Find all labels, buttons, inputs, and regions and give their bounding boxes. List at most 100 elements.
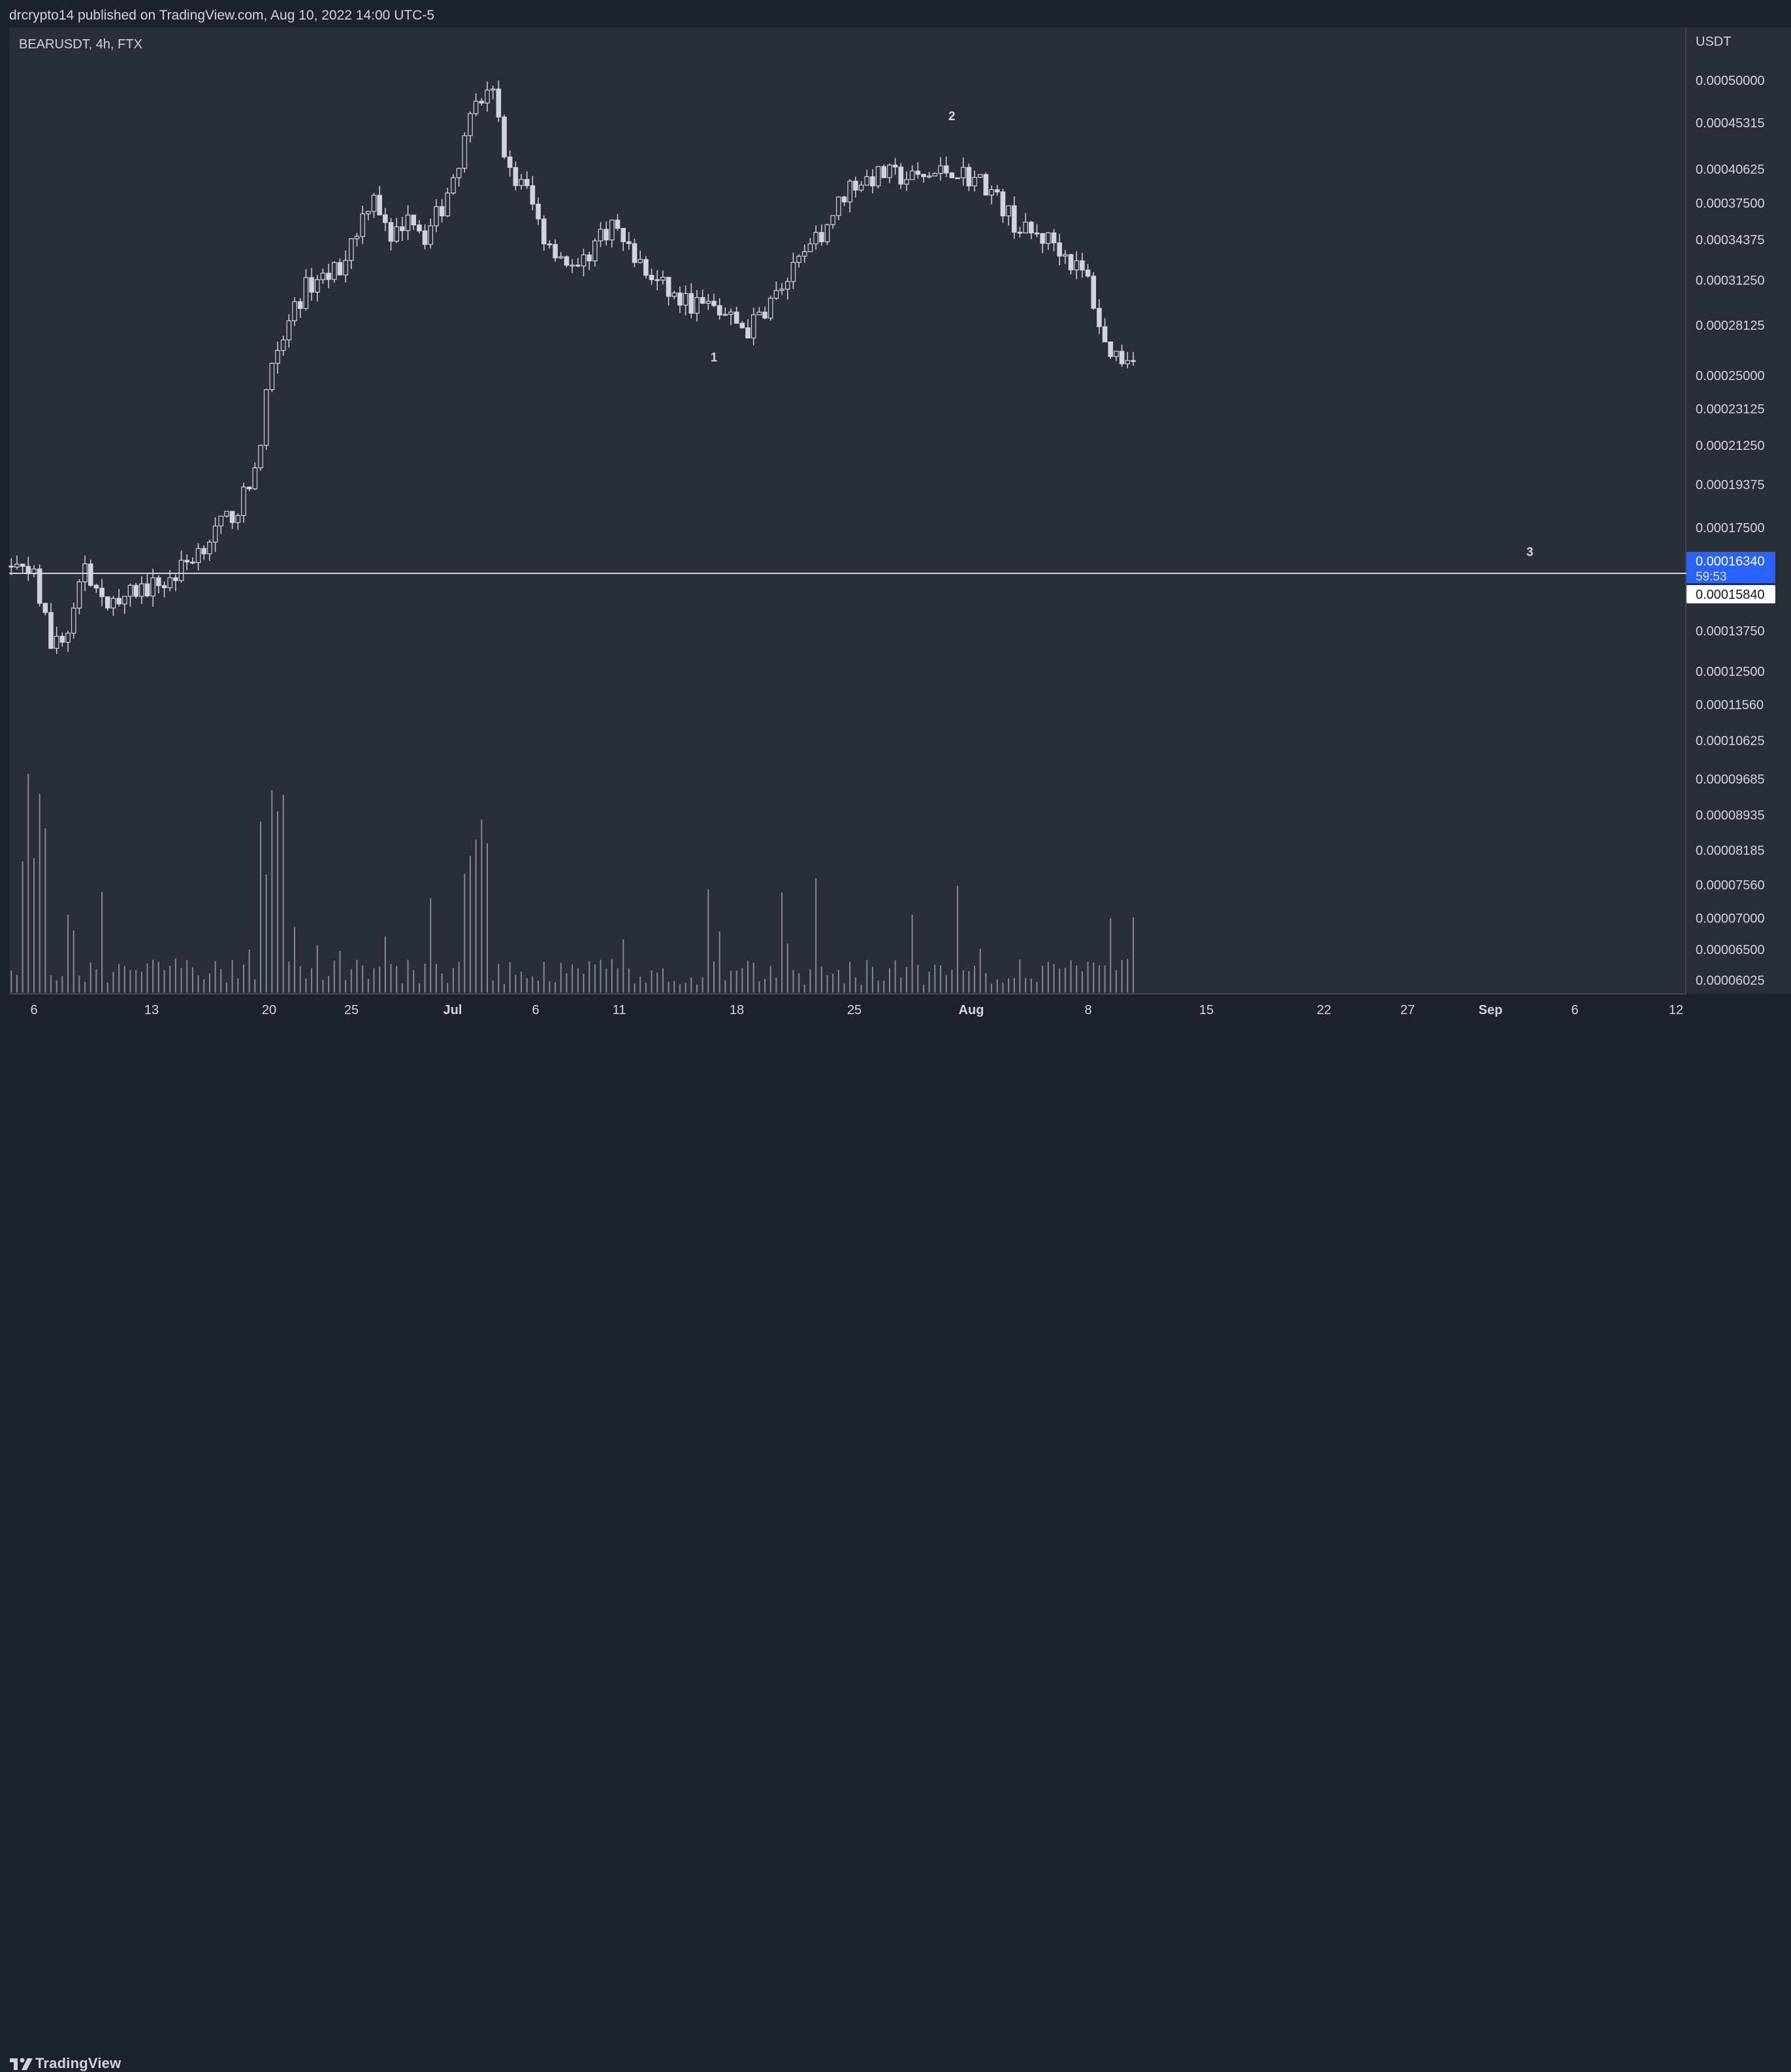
time-tick-label: 25 bbox=[847, 1003, 862, 1017]
candle-body bbox=[938, 165, 943, 174]
candle-body bbox=[587, 254, 592, 262]
candle-body bbox=[161, 585, 167, 588]
time-tick-label: Jul bbox=[444, 1003, 462, 1017]
candle-body bbox=[553, 244, 558, 259]
candle-body bbox=[348, 238, 354, 261]
candle-body bbox=[921, 174, 926, 178]
candle-body bbox=[224, 511, 229, 517]
price-tick-label: 0.00037500 bbox=[1696, 197, 1765, 211]
candle-body bbox=[479, 101, 485, 104]
price-tick-label: 0.00008185 bbox=[1696, 844, 1765, 858]
footer: TradingView bbox=[0, 1023, 1791, 2071]
candle-body bbox=[1017, 231, 1023, 234]
candle-body bbox=[813, 232, 818, 245]
candle-body bbox=[195, 548, 201, 564]
time-tick-label: Aug bbox=[959, 1003, 984, 1017]
candle-body bbox=[235, 515, 241, 523]
candle-body bbox=[59, 635, 65, 643]
candle-body bbox=[405, 214, 411, 231]
candle-body bbox=[870, 176, 875, 187]
wave-label-2: 2 bbox=[948, 110, 956, 123]
candle-body bbox=[677, 292, 683, 306]
time-tick-label: 6 bbox=[1571, 1003, 1578, 1017]
candle-body bbox=[241, 486, 246, 517]
candle-body bbox=[779, 289, 784, 291]
candle-body bbox=[309, 277, 314, 293]
candle-body bbox=[983, 174, 989, 196]
price-chart[interactable]: BEARUSDT, 4h, FTX USDT 12345 0.000500000… bbox=[0, 0, 1791, 1023]
candle-body bbox=[54, 635, 59, 649]
candle-body bbox=[65, 633, 71, 643]
candle-body bbox=[1023, 221, 1028, 234]
candle-body bbox=[207, 541, 212, 554]
candle-body bbox=[1057, 242, 1062, 257]
candle-body bbox=[400, 226, 405, 231]
candle-body bbox=[127, 584, 133, 597]
price-tick-label: 0.00007560 bbox=[1696, 878, 1765, 893]
candle-body bbox=[915, 170, 921, 175]
candle-body bbox=[71, 607, 76, 634]
price-tick-label: 0.00011560 bbox=[1696, 698, 1764, 712]
candle-body bbox=[688, 293, 694, 314]
candle-body bbox=[626, 241, 632, 244]
publish-header: drcrypto14 published on TradingView.com,… bbox=[0, 0, 1791, 27]
candle-body bbox=[275, 350, 280, 364]
last-price-value: 0.00016340 bbox=[1696, 554, 1765, 569]
candle-body bbox=[133, 584, 138, 597]
candle-body bbox=[184, 560, 190, 563]
time-tick-label: 27 bbox=[1400, 1003, 1415, 1017]
candle-body bbox=[93, 584, 99, 589]
price-tick-label: 0.00019375 bbox=[1696, 478, 1765, 492]
candle-body bbox=[824, 224, 830, 242]
candle-body bbox=[37, 568, 42, 604]
candle-body bbox=[853, 180, 858, 191]
candle-body bbox=[1108, 341, 1114, 357]
candle-body bbox=[581, 254, 587, 266]
candle-body bbox=[977, 174, 983, 178]
price-axis-pane[interactable] bbox=[1686, 27, 1791, 994]
candle-body bbox=[1125, 360, 1131, 364]
candle-body bbox=[1131, 360, 1136, 362]
candle-body bbox=[660, 276, 666, 281]
candle-body bbox=[892, 165, 898, 168]
candle-body bbox=[547, 243, 553, 246]
candle-body bbox=[513, 167, 519, 186]
candle-body bbox=[621, 228, 626, 242]
candle-body bbox=[632, 243, 637, 263]
brand-name[interactable]: TradingView bbox=[35, 2055, 121, 2071]
candle-body bbox=[411, 214, 417, 226]
candle-body bbox=[881, 166, 887, 178]
tradingview-logo-icon[interactable] bbox=[9, 2056, 34, 2072]
candle-body bbox=[926, 175, 932, 178]
symbol-label[interactable]: BEARUSDT, 4h, FTX bbox=[19, 37, 142, 52]
candle-body bbox=[331, 262, 337, 280]
candle-body bbox=[337, 262, 343, 276]
candle-body bbox=[286, 320, 292, 341]
candle-body bbox=[541, 218, 547, 245]
price-tick-label: 0.00034375 bbox=[1696, 233, 1765, 247]
time-tick-label: Sep bbox=[1479, 1003, 1503, 1017]
candle-body bbox=[139, 583, 144, 597]
candle-body bbox=[592, 240, 598, 262]
candle-body bbox=[836, 197, 841, 216]
candle-body bbox=[683, 293, 688, 306]
candle-body bbox=[178, 560, 184, 581]
prev-close-badge bbox=[1686, 585, 1775, 603]
candle-body bbox=[144, 583, 150, 597]
candle-body bbox=[615, 219, 621, 229]
candle-body bbox=[76, 581, 82, 609]
candle-body bbox=[190, 562, 195, 564]
candle-body bbox=[637, 259, 643, 263]
candle-body bbox=[201, 548, 207, 554]
candle-body bbox=[1068, 254, 1074, 271]
candle-body bbox=[8, 566, 14, 567]
candle-body bbox=[20, 564, 25, 567]
price-tick-label: 0.00028125 bbox=[1696, 319, 1765, 333]
candle-body bbox=[314, 279, 320, 293]
candle-body bbox=[994, 189, 1000, 193]
candle-body bbox=[42, 603, 48, 613]
candle-body bbox=[841, 197, 847, 202]
candle-body bbox=[694, 296, 700, 314]
candle-body bbox=[507, 156, 513, 168]
candle-body bbox=[734, 311, 739, 324]
